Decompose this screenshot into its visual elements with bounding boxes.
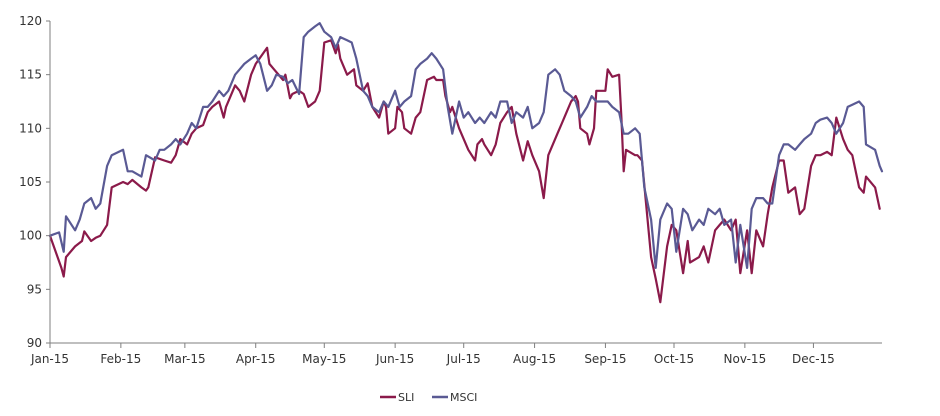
x-tick-label: Mar-15 <box>164 352 205 366</box>
legend-label-msci: MSCI <box>450 391 477 404</box>
x-tick-label: Jun-15 <box>375 352 414 366</box>
y-axis-ticks: 90 95 100 105 110 115 120 <box>19 14 50 350</box>
series-line-sli <box>48 39 881 304</box>
legend: SLI MSCI <box>380 391 477 404</box>
x-tick-label: Dec-15 <box>792 352 835 366</box>
x-tick-label: Nov-15 <box>724 352 767 366</box>
x-tick-label: May-15 <box>302 352 346 366</box>
x-tick-label: Feb-15 <box>100 352 141 366</box>
series-line-msci <box>48 22 884 269</box>
x-tick-label: Sep-15 <box>584 352 626 366</box>
y-tick-label: 120 <box>19 14 42 28</box>
y-tick-label: 115 <box>19 68 42 82</box>
y-tick-label: 95 <box>27 282 42 296</box>
x-tick-label: Aug-15 <box>513 352 556 366</box>
legend-label-sli: SLI <box>398 391 414 404</box>
y-tick-label: 110 <box>19 121 42 135</box>
x-axis-ticks: Jan-15 Feb-15 Mar-15 Apr-15 May-15 Jun-15 Jul-… <box>30 343 835 366</box>
series-layer <box>48 22 884 304</box>
x-tick-label: Jul-15 <box>446 352 481 366</box>
y-tick-label: 100 <box>19 229 42 243</box>
y-tick-label: 105 <box>19 175 42 189</box>
x-tick-label: Apr-15 <box>236 352 276 366</box>
x-tick-label: Jan-15 <box>30 352 69 366</box>
x-tick-label: Oct-15 <box>654 352 694 366</box>
y-tick-label: 90 <box>27 336 42 350</box>
